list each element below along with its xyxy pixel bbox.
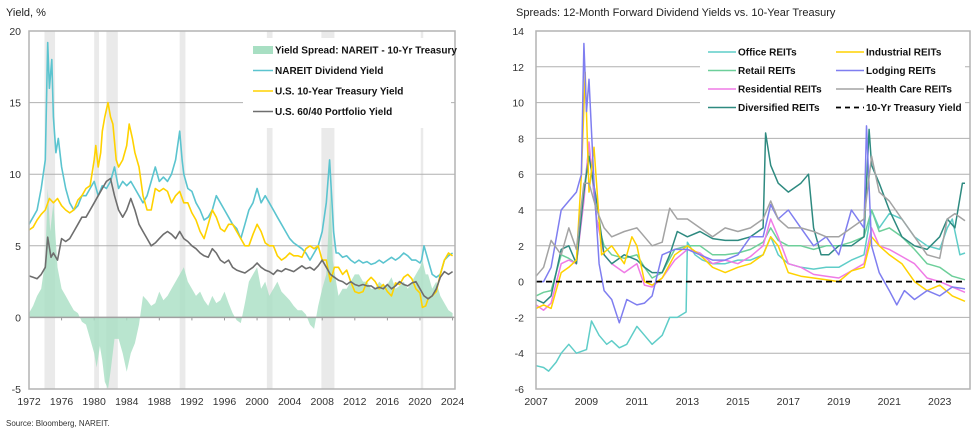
legend-label: Health Care REITs <box>866 85 952 96</box>
x-tick-label: 2023 <box>928 396 952 408</box>
yield-spread-nareit-10-yr-treasury-area <box>29 188 453 389</box>
y-tick-label: 0 <box>518 277 524 289</box>
source-note: Source: Bloomberg, NAREIT. <box>6 419 110 428</box>
recession-band <box>94 31 100 389</box>
left-chart: -5 0 5 10 15 20 1972 1976 1980 1984 1988 1992 1996 20… <box>9 26 464 408</box>
x-tick-label: 2021 <box>878 396 902 408</box>
legend-label: NAREIT Dividend Yield <box>275 66 383 77</box>
x-tick-label: 1980 <box>82 396 106 408</box>
x-tick-label: 1984 <box>115 396 139 408</box>
plot-frame <box>535 30 971 390</box>
legend-swatch <box>253 46 273 54</box>
x-tick-label: 2019 <box>827 396 851 408</box>
legend-background <box>243 38 451 128</box>
y-tick-label: -6 <box>515 384 524 396</box>
plot-frame <box>28 30 456 390</box>
legend-label: U.S. 10-Year Treasury Yield <box>275 87 403 98</box>
recession-band <box>179 31 186 389</box>
y-tick-label: -5 <box>12 384 21 396</box>
x-tick-label: 1988 <box>148 396 172 408</box>
u-s-60-40-portfolio-yield-line <box>28 177 454 300</box>
right-legend: Office REITs Industrial REITs Retail REITs… <box>700 38 965 118</box>
x-tick-label: 1972 <box>17 396 41 408</box>
x-tick-label: 2015 <box>726 396 750 408</box>
y-tick-label: 4 <box>518 205 524 217</box>
legend-background <box>700 38 965 118</box>
recession-band <box>106 31 118 389</box>
recession-band <box>44 31 56 389</box>
legend-label: Yield Spread: NAREIT - 10-Yr Treasury <box>275 46 457 57</box>
y-tick-label: 12 <box>512 62 524 74</box>
legend-label: Industrial REITs <box>866 48 942 59</box>
x-tick-label: 2000 <box>245 396 269 408</box>
y-tick-label: 15 <box>9 98 21 110</box>
y-tick-label: 14 <box>512 26 524 38</box>
x-tick-label: 2004 <box>278 396 302 408</box>
y-tick-label: -4 <box>515 348 524 360</box>
y-tick-label: 10 <box>9 169 21 181</box>
legend-label: 10-Yr Treasury Yield <box>866 103 962 114</box>
x-tick-label: 2017 <box>777 396 801 408</box>
y-tick-label: 5 <box>15 241 21 253</box>
x-tick-label: 2008 <box>311 396 335 408</box>
y-tick-label: 20 <box>9 26 21 38</box>
y-tick-label: 8 <box>518 133 524 145</box>
health-care-reits-line <box>535 155 966 277</box>
y-tick-label: 0 <box>15 312 21 324</box>
x-tick-label: 2009 <box>575 396 599 408</box>
diversified-reits-line <box>535 128 965 304</box>
x-tick-label: 1996 <box>213 396 237 408</box>
legend-label: Retail REITs <box>738 66 796 77</box>
x-tick-label: 2011 <box>626 396 649 408</box>
u-s-10-year-treasury-yield-line <box>28 101 454 309</box>
legend-label: Lodging REITs <box>866 66 936 77</box>
x-tick-label: 2012 <box>343 396 367 408</box>
legend-label: U.S. 60/40 Portfolio Yield <box>275 107 392 118</box>
legend-label: Residential REITs <box>738 85 822 96</box>
x-tick-label: 2013 <box>676 396 700 408</box>
x-tick-label: 1992 <box>180 396 204 408</box>
left-chart-title: Yield, % <box>6 7 46 19</box>
legend-label: Diversified REITs <box>738 103 820 114</box>
legend-label: Office REITs <box>738 48 797 59</box>
x-tick-label: 2007 <box>524 396 548 408</box>
recession-band <box>266 31 273 389</box>
lodging-reits-line <box>536 42 966 324</box>
x-tick-label: 2016 <box>376 396 400 408</box>
right-chart-title: Spreads: 12-Month Forward Dividend Yield… <box>516 7 836 19</box>
left-legend: Yield Spread: NAREIT - 10-Yr Treasury NAR… <box>243 38 457 128</box>
x-tick-label: 1976 <box>50 396 74 408</box>
x-tick-label: 2020 <box>408 396 432 408</box>
y-tick-label: 6 <box>518 169 524 181</box>
recession-band <box>420 31 424 389</box>
x-tick-label: 2024 <box>441 396 465 408</box>
y-tick-label: 2 <box>518 241 524 253</box>
right-chart: -6 -4 -2 0 2 4 6 8 10 12 14 2007 2009 2011 2013 2015 201… <box>512 26 971 408</box>
y-tick-label: 10 <box>512 98 524 110</box>
y-tick-label: -2 <box>515 312 524 324</box>
